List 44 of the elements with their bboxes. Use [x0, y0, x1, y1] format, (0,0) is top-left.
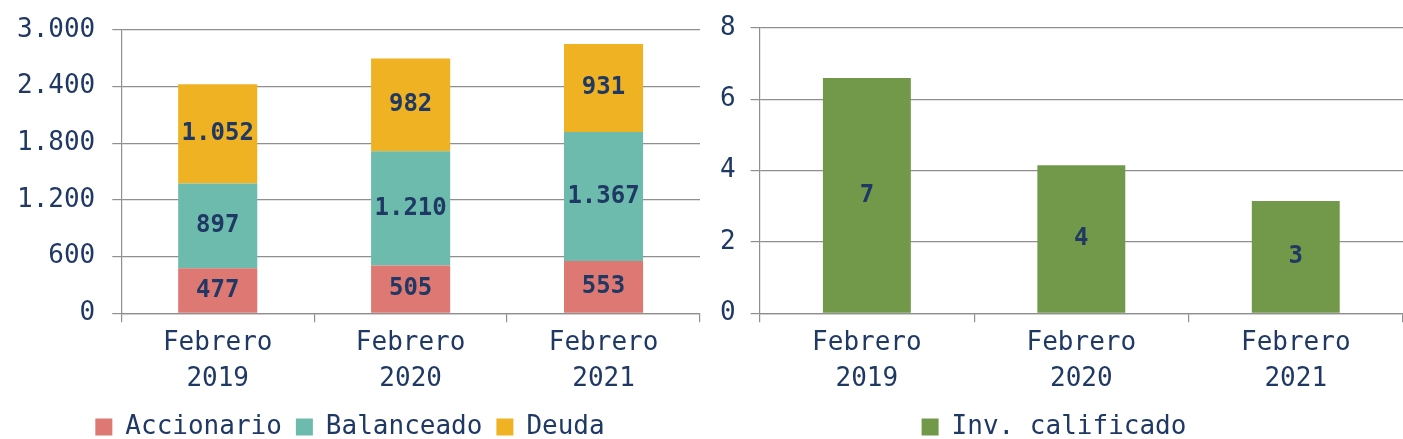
- y-tick-label: 0: [79, 295, 96, 326]
- bar: [564, 131, 644, 262]
- x-tick-label: Febrero 2019: [162, 325, 273, 392]
- bar: [822, 77, 911, 313]
- data-label: 4: [1074, 223, 1089, 252]
- data-label: 982: [388, 89, 433, 118]
- legend-label: Inv. calificado: [951, 409, 1187, 439]
- bar: [371, 151, 451, 266]
- y-tick-label: 4: [720, 153, 736, 184]
- legend-label: Deuda: [526, 409, 605, 439]
- bar: [178, 268, 258, 313]
- y-tick-label: 2: [720, 224, 736, 255]
- x-tick-label: Febrero 2021: [1240, 325, 1351, 392]
- x-tick-label: Febrero 2020: [355, 325, 466, 392]
- bar: [371, 58, 451, 152]
- data-label: 1.210: [374, 192, 447, 221]
- bar: [178, 183, 258, 269]
- data-label: 897: [196, 210, 240, 239]
- x-tick-label: Febrero 2020: [1026, 325, 1137, 392]
- data-label: 1.367: [567, 180, 640, 209]
- y-tick-label: 3.000: [16, 12, 96, 43]
- x-tick-label: Febrero 2021: [548, 325, 659, 392]
- x-tick-label: Febrero 2019: [812, 325, 922, 392]
- bar: [1037, 165, 1126, 313]
- data-label: 1.052: [181, 118, 254, 147]
- y-tick-label: 0: [720, 295, 736, 326]
- legend-label: Accionario: [125, 409, 282, 439]
- y-tick-label: 6: [720, 82, 736, 113]
- y-tick-label: 600: [48, 239, 96, 270]
- y-tick-label: 1.800: [16, 126, 96, 157]
- y-tick-label: 1.200: [16, 182, 96, 213]
- data-label: 505: [388, 273, 433, 302]
- data-label: 477: [196, 274, 240, 303]
- y-tick-label: 8: [720, 10, 736, 41]
- y-tick-label: 2.400: [16, 69, 96, 100]
- data-label: 7: [859, 179, 875, 208]
- legend-label: Balanceado: [325, 409, 483, 439]
- bar: [564, 44, 644, 132]
- data-label: 553: [581, 271, 626, 300]
- bar: [178, 84, 258, 184]
- bar: [1251, 200, 1340, 313]
- data-label: 3: [1288, 241, 1303, 270]
- data-label: 931: [581, 72, 626, 101]
- bar: [564, 261, 644, 313]
